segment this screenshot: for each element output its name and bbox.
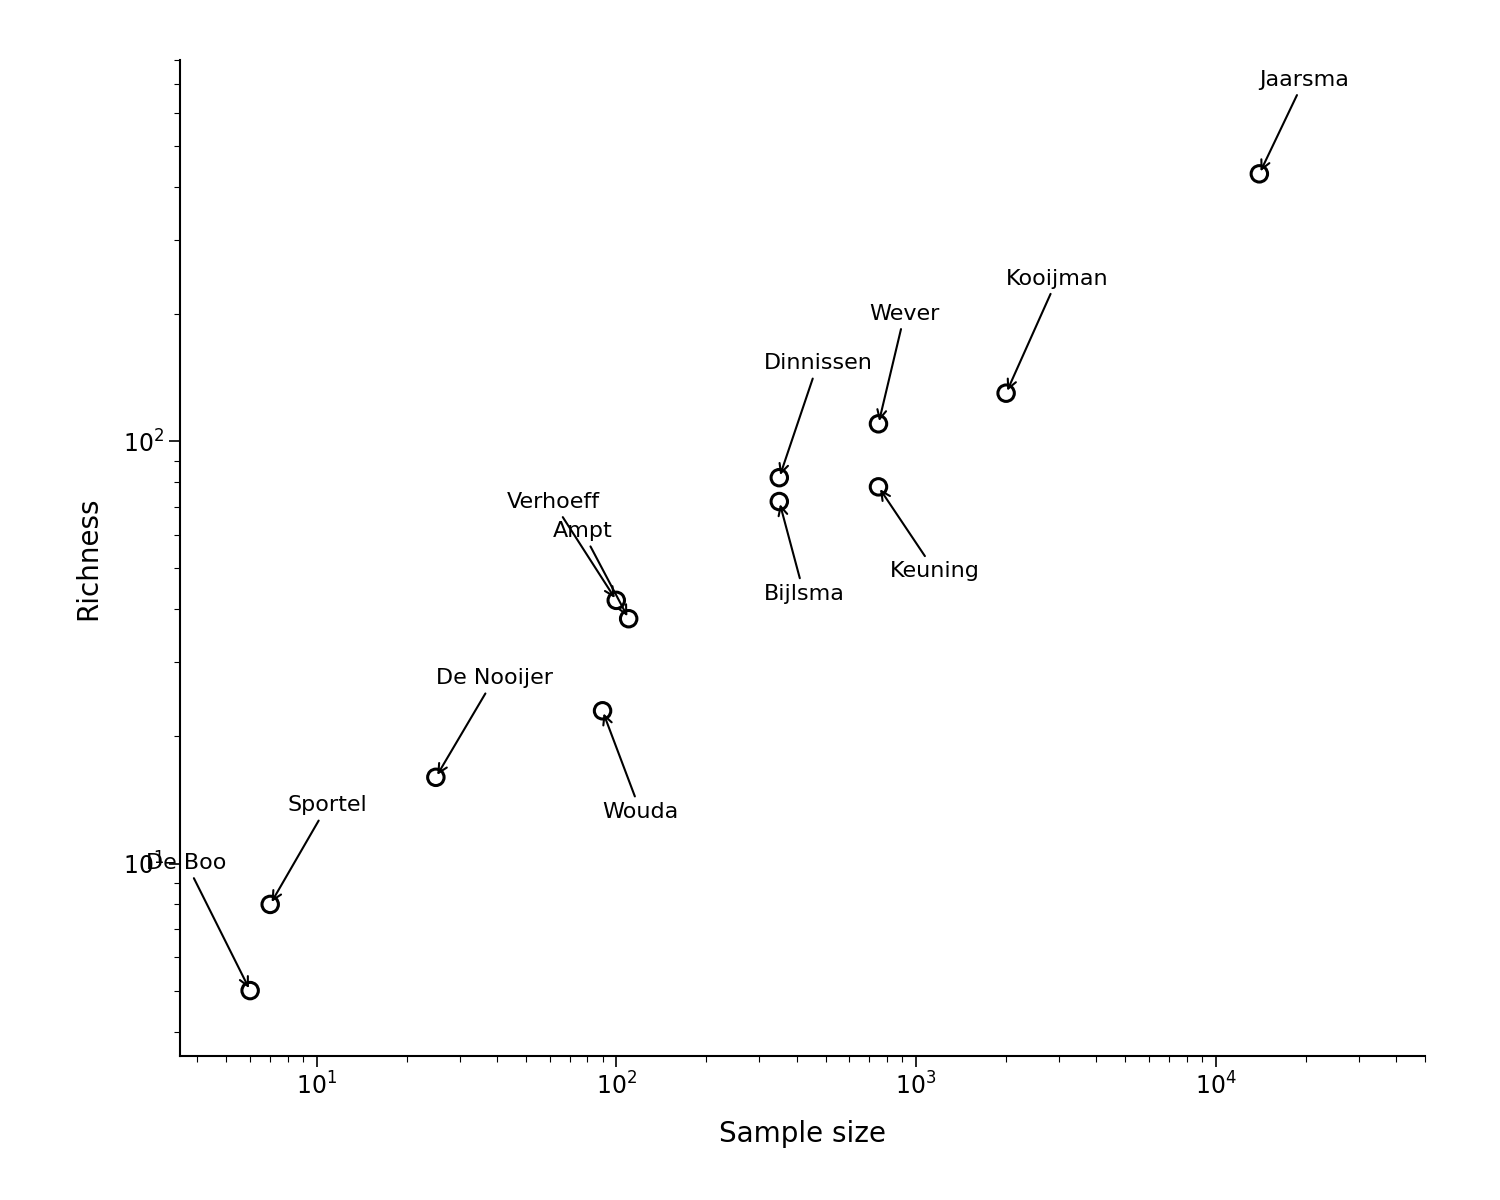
Text: Kooijman: Kooijman [1007,269,1108,389]
Point [591,701,615,720]
Point [768,492,792,511]
Text: De Nooijer: De Nooijer [436,668,554,773]
Text: Bijlsma: Bijlsma [764,506,844,604]
Y-axis label: Richness: Richness [74,497,102,619]
Point [1248,164,1272,184]
Text: Dinnissen: Dinnissen [764,353,873,473]
Point [994,384,1018,403]
Text: Verhoeff: Verhoeff [507,492,614,596]
Point [258,895,282,914]
Text: Ampt: Ampt [552,521,627,614]
Text: Wever: Wever [870,304,940,419]
Text: Keuning: Keuning [882,491,980,581]
Text: Jaarsma: Jaarsma [1260,70,1348,169]
Point [604,590,628,610]
Point [867,414,891,433]
Text: De Boo: De Boo [146,853,248,986]
Point [616,610,640,629]
Point [238,980,262,1000]
Point [768,468,792,487]
X-axis label: Sample size: Sample size [718,1120,886,1148]
Point [424,768,448,787]
Text: Wouda: Wouda [603,715,680,822]
Text: Sportel: Sportel [273,796,368,900]
Point [867,478,891,497]
